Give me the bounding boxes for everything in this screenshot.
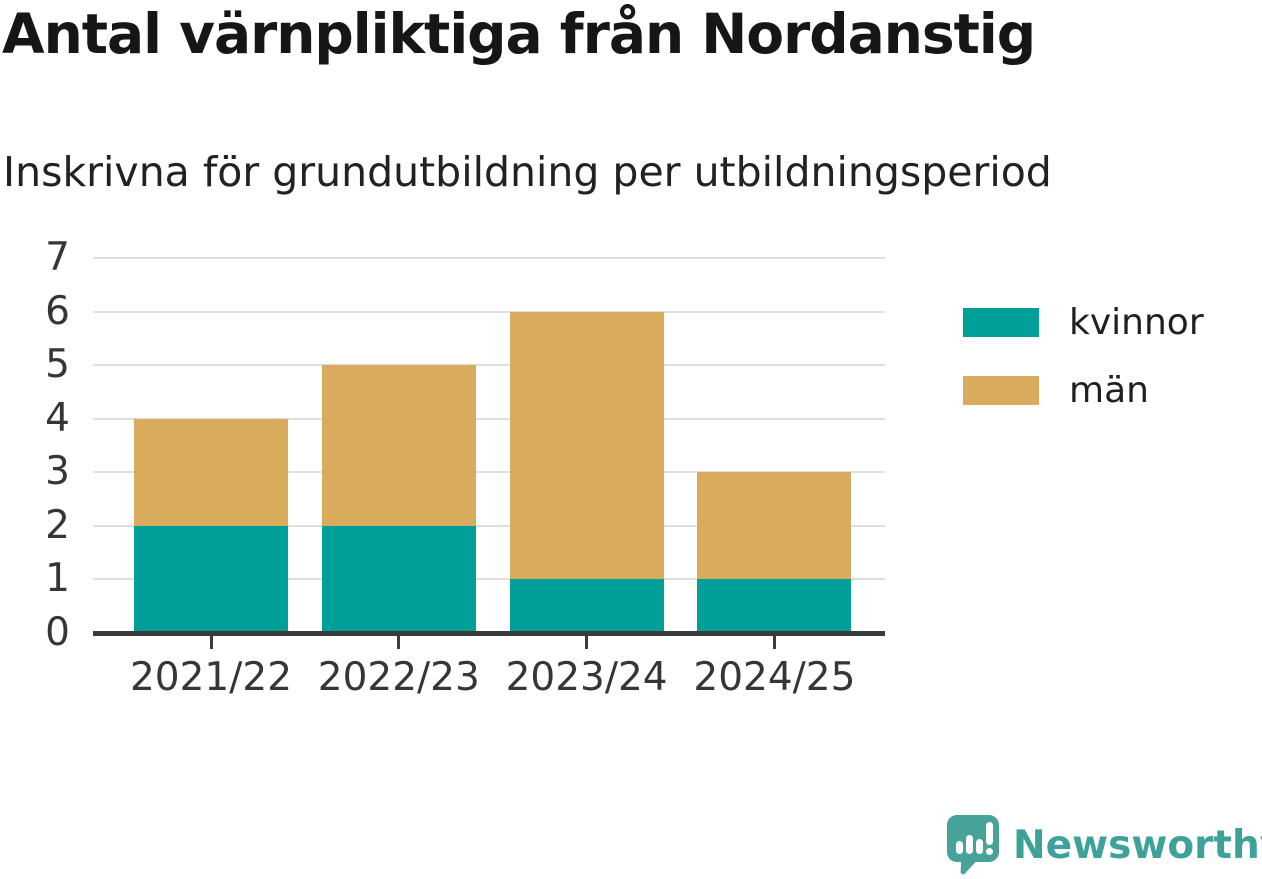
bar-2023-24-kvinnor	[509, 579, 664, 633]
x-tick-label-2021-22: 2021/22	[129, 655, 293, 700]
chart-subtitle: Inskrivna för grundutbildning per utbild…	[3, 148, 1052, 196]
x-tick-label-2024-25: 2024/25	[693, 655, 856, 700]
bar-2021-22-män	[134, 418, 288, 526]
gridline-y5	[93, 364, 885, 367]
y-tick-label-3: 3	[45, 449, 70, 495]
x-tick-label-2023-24: 2023/24	[505, 655, 668, 700]
chart-title: Antal värnpliktiga från Nordanstig	[2, 2, 1036, 66]
x-tick-label-2022-23: 2022/23	[317, 655, 480, 700]
logo-exclamation-dot	[986, 848, 993, 855]
gridline-y1	[93, 578, 885, 581]
gridline-y4	[93, 417, 885, 420]
y-tick-label-4: 4	[45, 395, 70, 441]
bar-2024-25-män	[697, 472, 852, 580]
newsworthy-logo: Newsworthy	[946, 814, 1262, 876]
gridline-y7	[93, 257, 885, 259]
logo-exclamation-stem	[986, 822, 993, 845]
y-tick-label-0: 0	[45, 610, 70, 655]
gridline-y6	[93, 310, 885, 313]
y-tick-label-5: 5	[45, 342, 70, 388]
logo-bar-3	[976, 839, 983, 854]
legend: kvinnor män	[963, 302, 1204, 438]
y-tick-label-7: 7	[45, 235, 70, 280]
newsworthy-speech-bubble-chart-icon	[947, 815, 999, 875]
x-axis-tick-2022-23	[397, 636, 401, 649]
legend-item-män: män	[963, 370, 1204, 411]
x-axis-line	[93, 631, 885, 636]
x-axis-tick-2023-24	[585, 636, 589, 649]
logo-bar-2	[966, 835, 973, 854]
bar-2021-22-kvinnor	[134, 525, 288, 633]
logo-bar-1	[956, 841, 963, 854]
bar-2022-23-kvinnor	[321, 525, 476, 633]
bar-2022-23-män	[321, 365, 476, 526]
newsworthy-wordmark: Newsworthy	[1013, 822, 1262, 868]
y-tick-label-2: 2	[45, 502, 70, 548]
x-axis-tick-2024-25	[772, 636, 776, 649]
gridline-y2	[93, 524, 885, 527]
bar-2023-24-män	[509, 311, 664, 580]
y-tick-label-1: 1	[45, 556, 70, 602]
legend-swatch-män	[963, 376, 1039, 405]
gridline-y3	[93, 471, 885, 474]
bar-2024-25-kvinnor	[697, 579, 852, 633]
legend-item-kvinnor: kvinnor	[963, 302, 1204, 343]
legend-label-män: män	[1069, 370, 1149, 411]
legend-swatch-kvinnor	[963, 308, 1039, 337]
x-axis-tick-2021-22	[209, 636, 213, 649]
legend-label-kvinnor: kvinnor	[1069, 302, 1204, 343]
y-tick-label-6: 6	[45, 288, 70, 334]
